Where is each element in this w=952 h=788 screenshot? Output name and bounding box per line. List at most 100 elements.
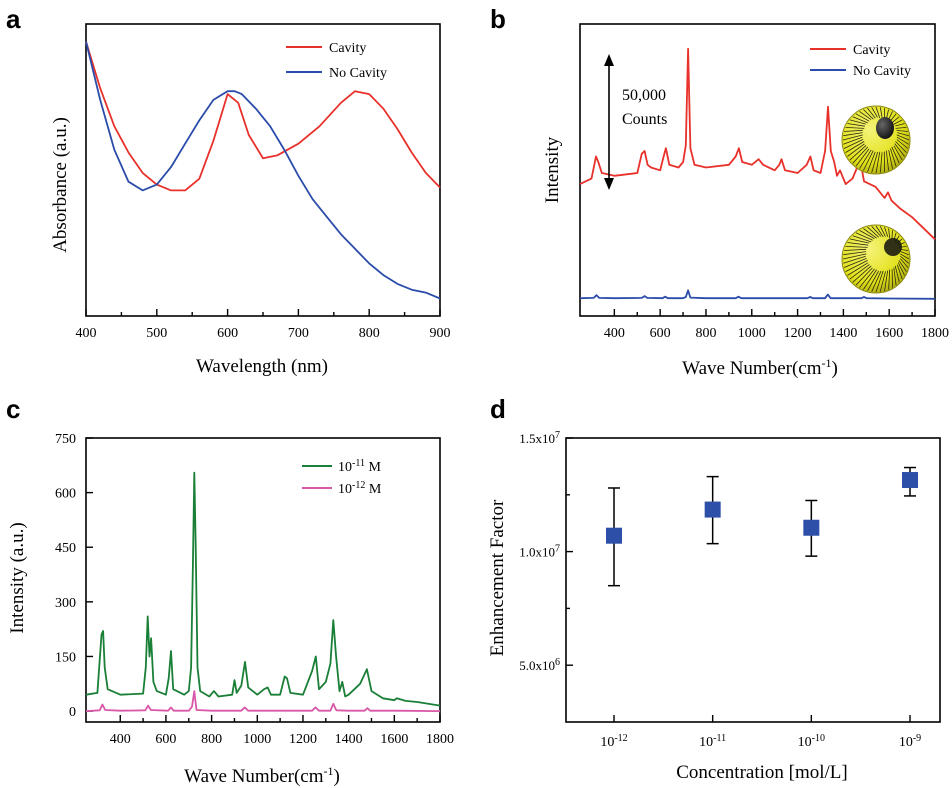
- nanoparticle-spike: [843, 251, 867, 256]
- nanoparticle-spike: [895, 127, 907, 129]
- series-line-a-nocavity: [85, 41, 441, 300]
- plot-frame-d: [565, 437, 941, 723]
- nanoparticle-spike: [879, 226, 886, 237]
- nanoparticle-spike: [849, 119, 866, 125]
- nanoparticle-spike: [844, 129, 863, 132]
- series-line-b-cavity: [579, 47, 936, 240]
- nanoparticle-spike: [890, 113, 897, 122]
- nanoparticle-spike: [879, 271, 886, 292]
- legend-label-c-1e-12: 10-12 M: [338, 480, 382, 498]
- nanoparticle-spike: [893, 119, 903, 125]
- nanoparticle-spike: [843, 139, 864, 149]
- x-tick-label-b: 1600: [875, 326, 903, 341]
- y-tick-label-d: 5.0x106: [519, 657, 560, 674]
- y-tick-label-d: 1.0x107: [519, 543, 560, 560]
- nanoparticle-spike: [893, 145, 903, 161]
- x-tick-label-b: 400: [604, 326, 625, 341]
- nanoparticle-spike: [897, 132, 909, 137]
- x-tick-label-d: 10-11: [699, 733, 726, 751]
- nanoparticle-spike: [845, 141, 865, 153]
- nanoparticle-spike: [896, 136, 909, 145]
- nanoparticle-spike: [867, 226, 879, 238]
- axis-label-y-d: Enhancement Factor: [487, 499, 508, 656]
- legend-label-c-1e-11: 10-11 M: [338, 458, 381, 476]
- x-tick-label-c: 1200: [289, 732, 317, 747]
- nanoparticle-spike: [852, 146, 869, 164]
- nanoparticle-spike: [847, 262, 869, 276]
- axis-label-y-c: Intensity (a.u.): [7, 522, 28, 633]
- axis-label-x-d: Concentration [mol/L]: [676, 762, 847, 783]
- data-point: [902, 472, 918, 489]
- nanoparticle-spike: [896, 264, 903, 280]
- nanoparticle-spike: [885, 150, 889, 171]
- scale-unit: Counts: [622, 111, 667, 128]
- nanoparticle-spike: [855, 148, 870, 167]
- nanoparticle-spike: [859, 268, 875, 288]
- nanoparticle-spike: [884, 270, 889, 291]
- nanoparticle-spike: [859, 230, 875, 239]
- nanoparticle-spike: [896, 139, 909, 149]
- x-tick-label-b: 1000: [738, 326, 766, 341]
- nanoparticle-spike: [871, 270, 882, 292]
- nanoparticle-spike: [897, 262, 905, 276]
- nanoparticle-spike: [867, 270, 879, 292]
- nanoparticle-spike: [875, 270, 884, 293]
- arrow-head-down: [604, 178, 614, 190]
- x-tick-label-d: 10-9: [899, 733, 921, 751]
- nanoparticle-spike: [847, 123, 865, 127]
- panel-label-d: d: [490, 394, 506, 424]
- nanoparticle-spike: [871, 226, 882, 237]
- x-tick-label-b: 1800: [921, 326, 949, 341]
- nanoparticle-spike: [879, 152, 883, 173]
- nanoparticle-spike: [900, 255, 909, 264]
- series-line-c-1e-12: [85, 690, 441, 712]
- legend-label-a-cavity: Cavity: [329, 41, 366, 56]
- nanoparticle-spike: [896, 130, 908, 132]
- nanoparticle-spike: [867, 151, 876, 173]
- nanoparticle-spike: [891, 230, 893, 239]
- nanoparticle-spike: [842, 134, 863, 141]
- nanoparticle-spike: [871, 151, 878, 173]
- nanoparticle-spike: [845, 127, 865, 129]
- nanoparticle-spike: [875, 225, 884, 238]
- nanoparticle-spike: [845, 260, 868, 272]
- nanoparticle-spike: [899, 258, 909, 268]
- axis-label-y-a: Absorbance (a.u.): [50, 117, 71, 253]
- x-tick-label-a: 700: [288, 326, 309, 341]
- nanoparticle-spike: [849, 238, 870, 244]
- nanoparticle-spike: [875, 106, 881, 119]
- nanoparticle-spike: [855, 113, 870, 122]
- nanoparticle-spike: [888, 228, 891, 239]
- nanoparticle-spike: [852, 116, 868, 124]
- scale-annotation-b: 50,000 Counts: [604, 54, 667, 190]
- x-tick-label-d: 10-10: [798, 733, 825, 751]
- nanoparticle-spike: [855, 267, 873, 286]
- nanoparticle-spike: [863, 109, 874, 120]
- nanoparticle-spike: [852, 265, 872, 283]
- nanoparticle-spike: [842, 253, 867, 260]
- x-tick-label-c: 400: [110, 732, 131, 747]
- panel-label-c: c: [6, 394, 20, 424]
- nanoparticle-spike: [844, 248, 867, 251]
- nanoparticle-spike: [894, 265, 900, 283]
- x-tick-label-b: 1400: [829, 326, 857, 341]
- x-tick-label-c: 800: [201, 732, 222, 747]
- nanoparticle-spike: [843, 132, 863, 137]
- x-tick-label-c: 1000: [243, 732, 271, 747]
- series-line-c-1e-11: [85, 471, 441, 707]
- nanoparticle-spike: [843, 136, 863, 145]
- axis-label-x-a: Wavelength (nm): [196, 356, 328, 377]
- nanoparticle-spike: [855, 232, 873, 241]
- nanoparticle-spike: [859, 149, 872, 169]
- nanoparticle-spike: [843, 255, 866, 264]
- nanoparticle-spike: [849, 145, 867, 161]
- y-tick-label-c: 300: [55, 596, 76, 611]
- x-tick-label-a: 500: [146, 326, 167, 341]
- plot-a: 400 500 600 700 800 900: [76, 23, 451, 341]
- nanoparticle-spike: [847, 143, 865, 157]
- plot-b: 400 600 800 1000 1200 1400 1600 1800: [579, 23, 949, 341]
- legend-label-a-nocavity: No Cavity: [329, 66, 387, 81]
- axis-label-y-b: Intensity: [542, 136, 563, 203]
- nanoparticle-spike: [867, 107, 876, 119]
